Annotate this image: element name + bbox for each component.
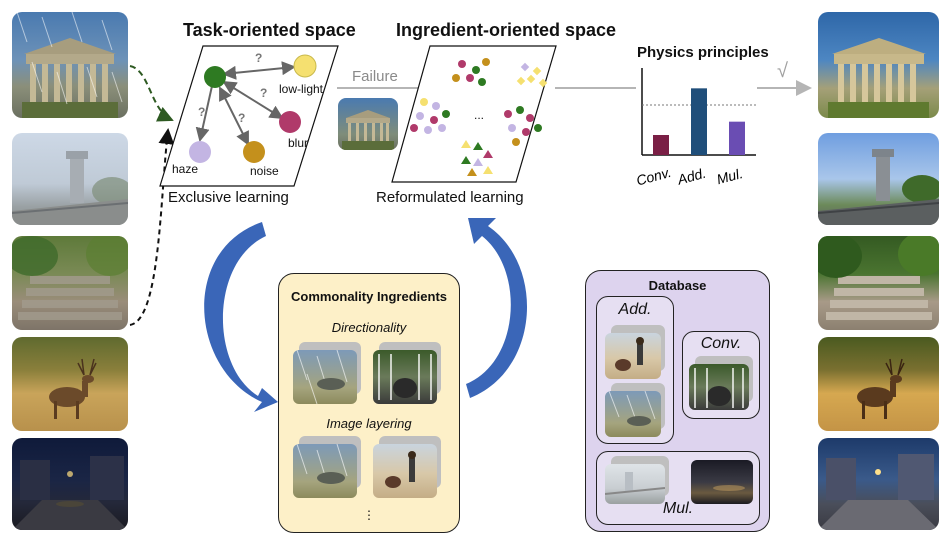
question-mark-mid: ? xyxy=(238,111,246,125)
add-group-label: Add. xyxy=(618,301,652,318)
commonality-more: ⋮ xyxy=(363,508,375,522)
mul-image-2 xyxy=(691,460,753,504)
input-image-blur-stairs xyxy=(12,236,128,330)
deer-illustration xyxy=(49,358,97,419)
tick-label-add: Add. xyxy=(675,165,708,188)
add-image-1 xyxy=(605,325,665,379)
street-illustration xyxy=(818,454,939,530)
checkmark: √ xyxy=(777,60,788,82)
commonality-panel: Commonality Ingredients Directionality I… xyxy=(278,273,460,533)
conv-group-label: Conv. xyxy=(700,335,742,352)
output-image-clean-stairs xyxy=(818,236,939,330)
parallelogram-frame xyxy=(391,45,557,183)
directionality-image-2 xyxy=(373,342,443,404)
input-image-lowlight-street xyxy=(12,438,128,530)
failure-example-image xyxy=(338,98,398,150)
task-space-title: Task-oriented space xyxy=(183,20,356,40)
low-light-label: low-light xyxy=(279,82,324,96)
temple-illustration xyxy=(342,110,394,150)
task-center-node xyxy=(204,66,226,88)
layering-image-2 xyxy=(373,436,443,498)
temple-illustration xyxy=(16,12,123,118)
database-title: Database xyxy=(648,278,707,293)
stairs-illustration xyxy=(12,236,128,320)
mul-image-1 xyxy=(605,456,669,504)
blue-curve-arrow-right xyxy=(466,218,528,398)
output-image-clean-deer xyxy=(818,337,939,431)
question-mark-top: ? xyxy=(255,51,263,65)
database-panel: Database Add. Conv. xyxy=(585,270,770,532)
pentagon-cluster xyxy=(504,106,542,146)
output-image-clean-street xyxy=(818,438,939,530)
output-image-clean-tower xyxy=(818,133,939,225)
input-image-haze-tower xyxy=(12,133,128,225)
input-image-rain-temple xyxy=(12,12,128,118)
database-group-mul: Mul. xyxy=(596,451,760,525)
directionality-image-1 xyxy=(293,342,363,404)
question-mark-left: ? xyxy=(198,105,206,119)
database-group-add: Add. xyxy=(596,296,674,444)
tower-illustration xyxy=(12,151,128,225)
triangle-cluster xyxy=(461,140,493,176)
noise-label: noise xyxy=(250,164,279,178)
commonality-item-directionality: Directionality xyxy=(331,320,407,335)
ingredient-space-diagram xyxy=(391,45,557,183)
hexagon-cluster xyxy=(452,58,490,86)
blur-label: blur xyxy=(288,136,309,150)
stairs-illustration xyxy=(818,236,939,320)
ingredient-space-title: Ingredient-oriented space xyxy=(396,20,617,40)
circle-cluster xyxy=(410,98,450,134)
tower-illustration xyxy=(818,149,939,225)
dashed-arrow-rain xyxy=(129,65,174,122)
commonality-item-image-layering: Image layering xyxy=(326,416,412,431)
question-mark-right: ? xyxy=(260,86,268,100)
blur-node xyxy=(279,111,301,133)
ingredient-ellipsis: ... xyxy=(474,108,485,122)
temple-illustration xyxy=(828,38,929,118)
ingredient-space-caption: Reformulated learning xyxy=(376,189,524,206)
tick-label-mul: Mul. xyxy=(715,165,745,187)
mul-group-label: Mul. xyxy=(662,500,694,517)
blue-curve-arrow-left xyxy=(204,222,278,412)
database-group-conv: Conv. xyxy=(682,331,760,419)
noise-node xyxy=(243,141,265,163)
failure-label: Failure xyxy=(352,68,398,85)
layering-image-1 xyxy=(293,436,363,498)
bar-conv xyxy=(653,135,669,155)
haze-node xyxy=(189,141,211,163)
physics-title: Physics principles xyxy=(637,44,769,61)
add-image-2 xyxy=(605,383,665,437)
conv-image xyxy=(689,356,753,410)
haze-label: haze xyxy=(172,162,199,176)
deer-illustration xyxy=(857,358,905,419)
task-space-caption: Exclusive learning xyxy=(168,189,289,206)
physics-bar-chart: Conv. Add. Mul. xyxy=(634,68,756,189)
output-image-clean-temple xyxy=(818,12,939,118)
bar-mul xyxy=(729,121,745,155)
bar-add xyxy=(691,88,707,155)
low-light-node xyxy=(293,54,317,78)
street-illustration xyxy=(12,456,128,530)
input-image-noise-deer xyxy=(12,337,128,431)
task-space-diagram xyxy=(159,45,339,187)
tick-label-conv: Conv. xyxy=(634,164,672,189)
dashed-arrow-stairs xyxy=(129,128,175,326)
commonality-title: Commonality Ingredients xyxy=(290,289,448,304)
